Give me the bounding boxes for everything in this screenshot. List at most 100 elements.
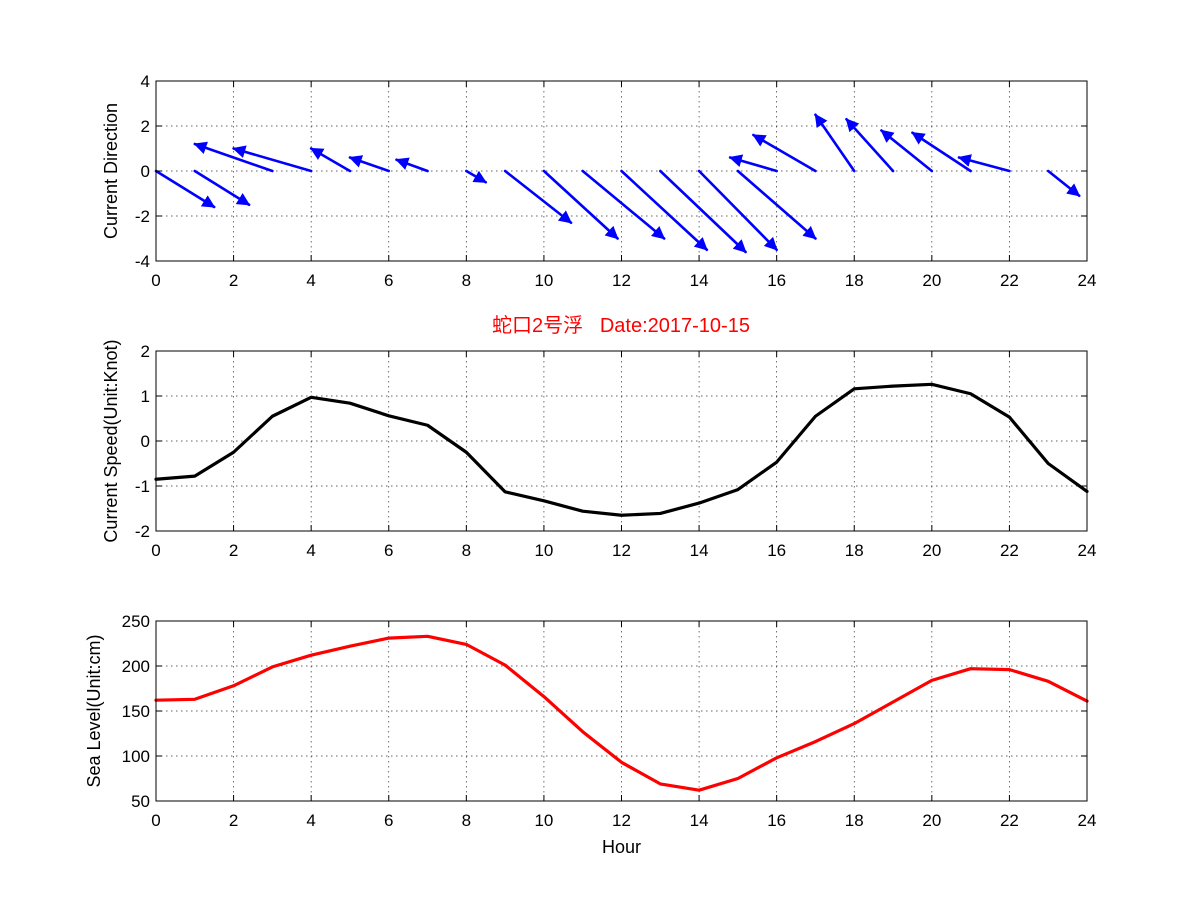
- data-point: [581, 510, 584, 513]
- data-point: [193, 474, 196, 478]
- x-tick-label: 4: [306, 811, 315, 830]
- x-tick-label: 16: [767, 271, 786, 290]
- x-tick-label: 0: [151, 811, 160, 830]
- quiver-arrow: [814, 113, 856, 173]
- x-tick-label: 2: [229, 811, 238, 830]
- x-tick-label: 22: [1000, 271, 1019, 290]
- x-axis-label: Hour: [602, 837, 641, 857]
- grid: [156, 351, 1087, 531]
- data-point: [232, 451, 235, 454]
- y-axis-label: Sea Level(Unit:cm): [84, 634, 104, 787]
- quiver-arrow: [957, 154, 1011, 173]
- data-point: [620, 761, 623, 764]
- quiver-arrow: [620, 169, 709, 252]
- x-tick-label: 6: [384, 271, 393, 290]
- quiver-arrow: [309, 147, 352, 173]
- data-point: [891, 700, 895, 704]
- x-tick-label: 20: [922, 271, 941, 290]
- quiver-arrow: [736, 169, 817, 240]
- data-point: [348, 402, 352, 405]
- y-tick-label: 2: [141, 342, 150, 361]
- x-tick-label: 20: [922, 811, 941, 830]
- data-point: [814, 415, 817, 418]
- quiver-arrow: [658, 169, 747, 254]
- x-tick-label: 24: [1078, 541, 1097, 560]
- data-point: [193, 698, 196, 701]
- data-point: [387, 636, 390, 640]
- data-point: [348, 645, 352, 648]
- x-tick-label: 2: [229, 271, 238, 290]
- x-tick-label: 12: [612, 811, 631, 830]
- quiver-arrow: [752, 133, 817, 173]
- x-tick-label: 8: [462, 541, 471, 560]
- data-point: [581, 730, 584, 733]
- x-tick-label: 4: [306, 271, 315, 290]
- x-tick-label: 8: [462, 811, 471, 830]
- x-tick-label: 6: [384, 541, 393, 560]
- quiver-arrow: [581, 169, 666, 240]
- x-tick-label: 6: [384, 811, 393, 830]
- data-point: [775, 756, 778, 759]
- y-axis-label: Current Speed(Unit:Knot): [101, 339, 121, 542]
- y-tick-label: -1: [135, 477, 150, 496]
- data-point: [309, 654, 313, 657]
- data-point: [930, 679, 934, 682]
- y-tick-label: 1: [141, 387, 150, 406]
- sea-level-series: [154, 634, 1089, 792]
- data-point: [426, 635, 429, 638]
- quiver-arrow: [697, 169, 778, 252]
- data-point: [775, 460, 778, 464]
- data-point: [387, 414, 390, 417]
- x-tick-label: 0: [151, 541, 160, 560]
- quiver-arrow: [348, 155, 391, 173]
- data-point: [620, 514, 623, 517]
- data-point: [542, 499, 546, 503]
- x-tick-label: 18: [845, 541, 864, 560]
- data-point: [503, 663, 507, 667]
- y-tick-label: 150: [122, 702, 150, 721]
- chart-title: 蛇口2号浮 Date:2017-10-15: [492, 314, 750, 337]
- speed-series: [154, 382, 1089, 517]
- quiver-arrow: [845, 117, 895, 173]
- quiver-arrow: [911, 131, 972, 173]
- x-tick-label: 10: [534, 811, 553, 830]
- x-tick-label: 8: [462, 271, 471, 290]
- data-point: [542, 695, 546, 698]
- x-tick-label: 14: [690, 271, 709, 290]
- x-tick-label: 2: [229, 541, 238, 560]
- y-tick-label: -4: [135, 252, 150, 271]
- x-tick-label: 24: [1078, 271, 1097, 290]
- y-tick-label: 200: [122, 657, 150, 676]
- data-point: [309, 396, 313, 399]
- quiver-arrow: [728, 154, 778, 173]
- quiver-arrows: [154, 113, 1081, 254]
- data-point: [659, 512, 662, 515]
- data-point: [969, 392, 972, 395]
- y-tick-label: 250: [122, 612, 150, 631]
- speed-line: [154, 382, 1089, 517]
- y-tick-label: -2: [135, 207, 150, 226]
- x-tick-label: 14: [690, 811, 709, 830]
- quiver-arrow: [880, 129, 934, 173]
- data-point: [697, 789, 701, 792]
- y-tick-label: 50: [131, 792, 150, 811]
- y-axis-label: Current Direction: [101, 103, 121, 239]
- x-tick-label: 14: [690, 541, 709, 560]
- x-tick-label: 4: [306, 541, 315, 560]
- x-tick-label: 18: [845, 811, 864, 830]
- x-tick-label: 16: [767, 811, 786, 830]
- quiver-arrow: [465, 169, 488, 184]
- data-point: [736, 777, 740, 780]
- data-point: [465, 643, 468, 646]
- data-point: [503, 490, 507, 494]
- quiver-arrow: [395, 157, 429, 173]
- quiver-arrow: [232, 145, 313, 173]
- x-tick-label: 22: [1000, 541, 1019, 560]
- data-point: [930, 383, 934, 386]
- y-tick-label: 2: [141, 117, 150, 136]
